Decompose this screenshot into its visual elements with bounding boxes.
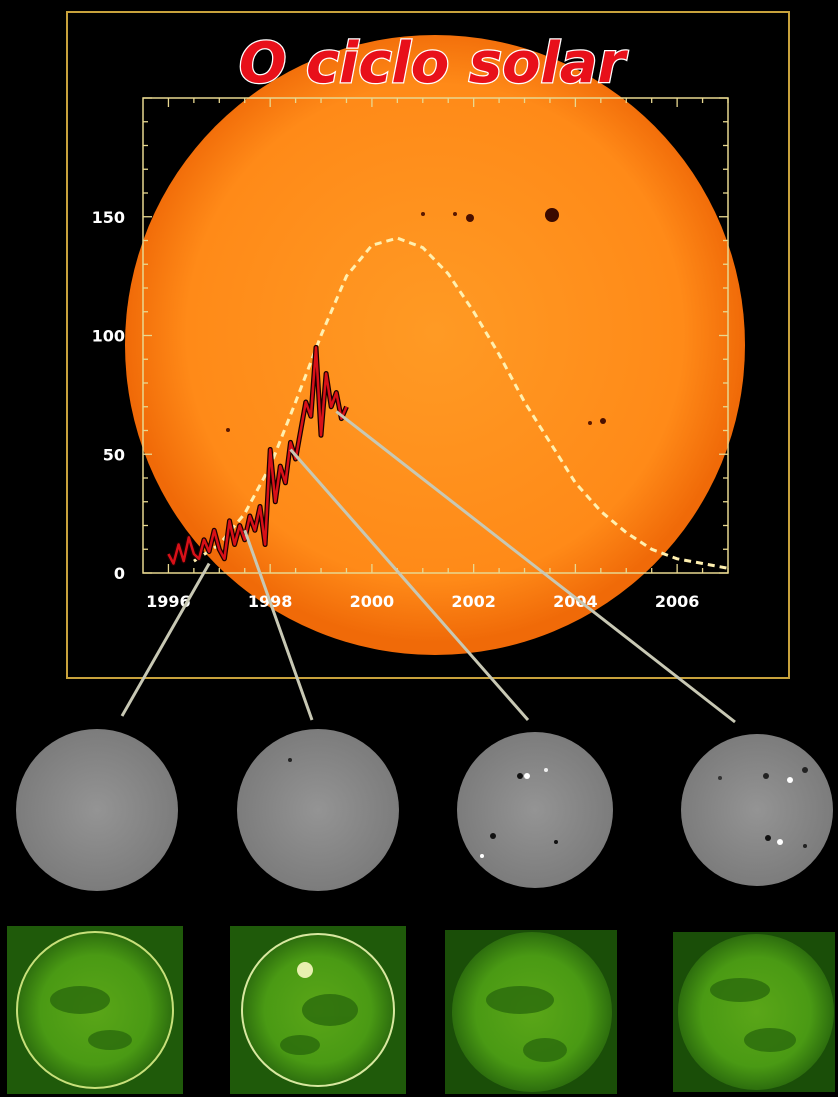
- magnetogram-3: [457, 732, 613, 888]
- magnetogram-row: [16, 729, 833, 891]
- euv-disk-4: [678, 934, 834, 1090]
- y-tick-label: 50: [103, 445, 125, 464]
- euv-image-row: [7, 926, 835, 1094]
- y-tick-label: 150: [92, 208, 125, 227]
- connector-line: [120, 562, 211, 717]
- connector-line: [335, 410, 736, 724]
- observed-sunspot-line: [167, 346, 348, 565]
- y-axis-tick-labels: 0 50 100 150: [92, 208, 125, 583]
- sun-disk: [125, 35, 745, 655]
- sunspots: [226, 208, 606, 432]
- euv-bright-region: [297, 962, 313, 978]
- y-tick-label: 0: [114, 564, 125, 583]
- magnetogram-1: [16, 729, 178, 891]
- magnetogram-2: [237, 729, 399, 891]
- magnetogram-4: [681, 734, 833, 886]
- magnetogram-spots: [288, 758, 808, 858]
- euv-dark-patches: [50, 978, 796, 1062]
- chart-title: O ciclo solar: [239, 31, 629, 96]
- connector-lines: [120, 410, 736, 724]
- predicted-cycle-line: [193, 236, 729, 570]
- connector-line: [289, 448, 530, 721]
- x-tick-label: 1996: [146, 592, 191, 611]
- chart-frame: [66, 11, 790, 679]
- x-axis-tick-labels: 199619982000200220042006: [146, 592, 699, 611]
- x-tick-label: 2006: [655, 592, 700, 611]
- x-tick-label: 2002: [451, 592, 496, 611]
- x-tick-label: 2000: [350, 592, 395, 611]
- y-tick-label: 100: [92, 327, 125, 346]
- connector-line: [243, 529, 314, 721]
